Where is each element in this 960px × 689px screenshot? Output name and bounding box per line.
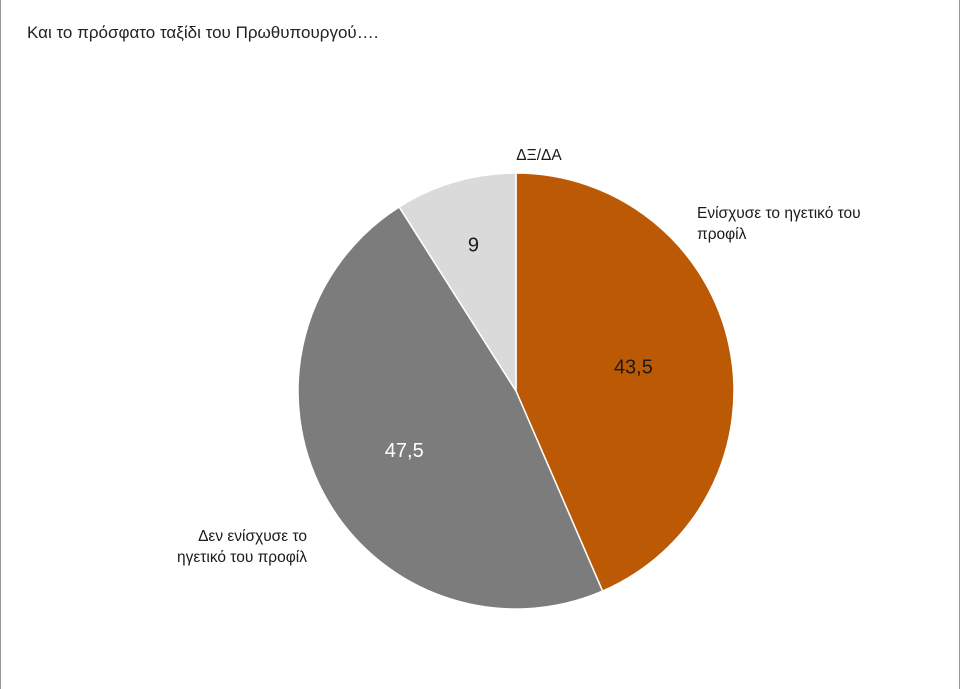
chart-title: Και το πρόσφατο ταξίδι του Πρωθυπουργού…… (27, 23, 379, 42)
value-label-not-strengthened: 47,5 (385, 440, 424, 462)
value-label-dk-na: 9 (468, 234, 479, 256)
pie-labels: 43,5 Ενίσχυσε το ηγετικό του προφίλ 47,5 Δεν… (177, 147, 861, 566)
category-label-dk-na: ΔΞ/ΔΑ (516, 147, 562, 164)
pie-slice-dk-na (398, 172, 517, 394)
pie-slice-not-strengthened (297, 205, 604, 610)
category-label-not-strengthened: Δεν ενίσχυσε το ηγετικό του προφίλ (177, 528, 307, 566)
pie-slice-strengthened (515, 172, 735, 593)
value-label-strengthened: 43,5 (614, 357, 653, 379)
category-label-strengthened: Ενίσχυσε το ηγετικό του προφίλ (697, 205, 861, 243)
pie-slices (297, 172, 735, 610)
